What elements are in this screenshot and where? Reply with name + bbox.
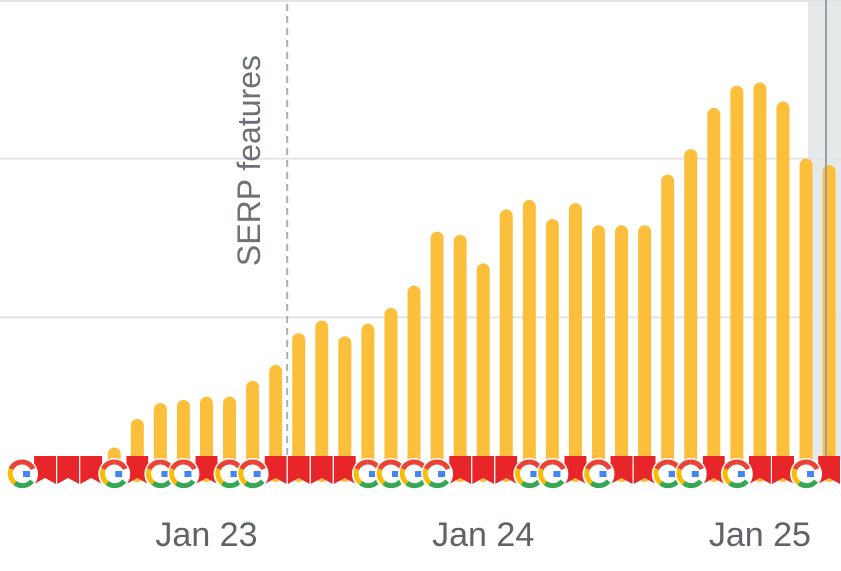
bar[interactable] xyxy=(684,149,698,482)
bar[interactable] xyxy=(730,85,744,483)
google-update-icon[interactable] xyxy=(675,458,707,490)
google-update-icon[interactable] xyxy=(167,458,199,490)
annotation-label: SERP features xyxy=(231,55,267,266)
x-tick-label: Jan 24 xyxy=(432,516,534,554)
bar[interactable] xyxy=(246,380,260,482)
bar[interactable] xyxy=(269,364,283,482)
x-tick-label: Jan 23 xyxy=(155,516,257,554)
bar[interactable] xyxy=(361,323,375,482)
bar[interactable] xyxy=(615,225,629,482)
bar[interactable] xyxy=(592,225,605,482)
x-tick-label: Jan 25 xyxy=(709,516,811,554)
bar[interactable] xyxy=(753,82,767,483)
bar[interactable] xyxy=(707,107,721,482)
google-update-icon[interactable] xyxy=(721,458,753,490)
bar[interactable] xyxy=(776,101,790,483)
google-update-icon[interactable] xyxy=(536,458,568,490)
bar[interactable] xyxy=(568,203,582,483)
bar[interactable] xyxy=(476,263,490,482)
google-update-icon[interactable] xyxy=(237,458,269,490)
red-flag-icon[interactable] xyxy=(57,456,80,484)
bar[interactable] xyxy=(338,336,352,482)
bar[interactable] xyxy=(315,320,329,482)
google-update-icon[interactable] xyxy=(583,458,615,490)
bar[interactable] xyxy=(430,231,444,482)
bar[interactable] xyxy=(453,234,467,482)
google-update-icon[interactable] xyxy=(6,458,38,490)
google-update-icon[interactable] xyxy=(98,458,130,490)
google-update-icon[interactable] xyxy=(421,458,453,490)
bar[interactable] xyxy=(638,225,652,482)
bar[interactable] xyxy=(822,165,836,482)
bar[interactable] xyxy=(799,158,813,482)
bar[interactable] xyxy=(661,174,675,483)
bar[interactable] xyxy=(545,218,559,482)
bar[interactable] xyxy=(499,209,513,482)
bar[interactable] xyxy=(292,333,306,482)
google-update-icon[interactable] xyxy=(790,458,822,490)
bar[interactable] xyxy=(522,199,536,483)
bar[interactable] xyxy=(384,307,398,482)
bar[interactable] xyxy=(407,285,421,482)
